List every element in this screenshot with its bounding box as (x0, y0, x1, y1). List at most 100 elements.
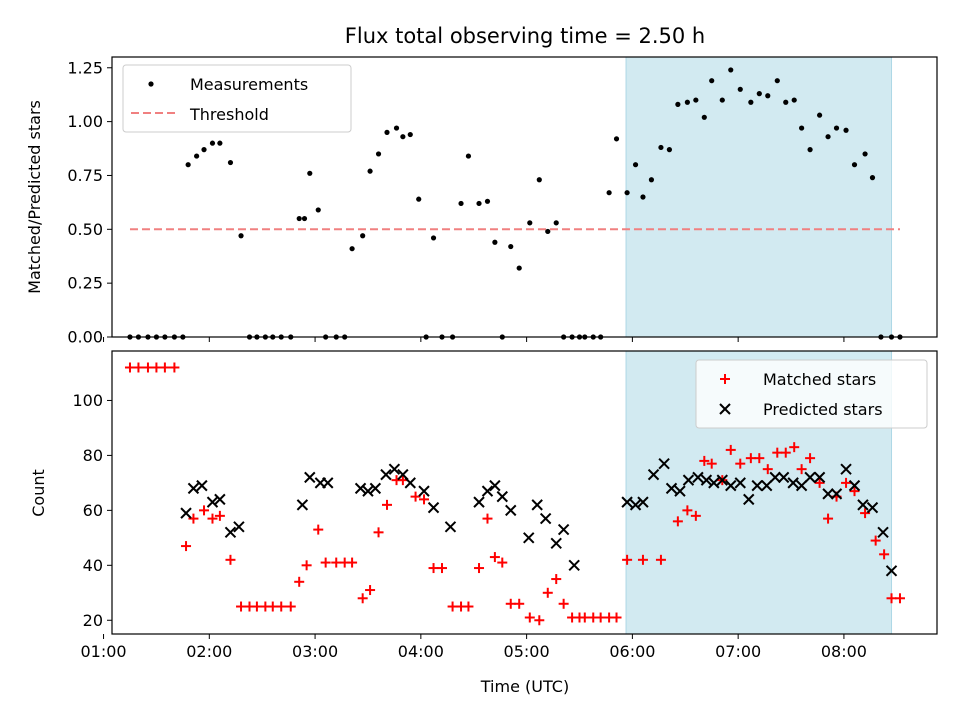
measurement-point (869, 175, 876, 181)
matched-star-point (655, 554, 666, 565)
matched-star-point (428, 563, 439, 574)
matched-star-point (745, 453, 756, 464)
measurement-point (606, 190, 612, 196)
matched-star-point (181, 541, 192, 552)
matched-stars-points (124, 362, 905, 626)
matched-star-point (489, 552, 500, 563)
predicted-star-point (489, 479, 501, 492)
matched-star-point (849, 486, 860, 497)
matched-star-point (886, 593, 897, 604)
matched-star-point (699, 455, 710, 466)
matched-star-point (124, 362, 135, 373)
matched-star-point (285, 601, 296, 612)
measurement-point (209, 140, 216, 146)
predicted-star-point (380, 468, 392, 481)
measurement-point (227, 159, 234, 166)
matched-star-point (320, 557, 331, 568)
matched-star-point (207, 513, 218, 524)
measurement-point (545, 228, 551, 235)
matched-star-point (879, 549, 890, 560)
predicted-star-point (621, 496, 633, 508)
matched-star-point (474, 563, 485, 574)
measurement-point (484, 198, 491, 204)
matched-star-point (514, 598, 525, 609)
predicted-star-point (539, 512, 552, 525)
matched-star-point (841, 477, 852, 488)
predicted-star-point (761, 479, 773, 492)
matched-star-point (780, 447, 791, 458)
predicted-star-point (877, 526, 889, 539)
measurement-point (508, 243, 514, 250)
figure-title: Flux total observing time = 2.50 h (345, 24, 705, 48)
y-tick-label: 80 (83, 446, 103, 465)
measurement-point (799, 125, 805, 131)
predicted-star-point (813, 471, 826, 484)
predicted-star-point (795, 479, 808, 492)
matched-star-point (789, 442, 800, 453)
predicted-star-point (787, 477, 799, 489)
matched-star-point (611, 612, 622, 623)
measurement-point (701, 114, 707, 120)
matched-star-point (236, 601, 247, 612)
measurement-point (825, 134, 831, 140)
matched-star-point (159, 362, 170, 373)
matched-star-point (463, 601, 474, 612)
predicted-star-point (700, 474, 713, 486)
predicted-star-point (180, 507, 192, 519)
measurement-point (774, 78, 780, 84)
matched-star-point (542, 587, 553, 598)
predicted-star-point (304, 471, 316, 484)
measurement-point (492, 239, 498, 245)
predicted-star-point (665, 482, 678, 495)
matched-star-point (497, 557, 508, 568)
matched-star-point (276, 601, 287, 612)
matched-star-point (447, 601, 458, 612)
measurement-point (367, 168, 373, 174)
predicted-star-point (743, 493, 755, 506)
predicted-star-point (233, 521, 245, 533)
matched-star-point (534, 615, 545, 626)
predicted-star-point (523, 532, 535, 544)
matched-star-point (814, 477, 825, 488)
matched-star-point (754, 453, 765, 464)
measurement-point (719, 97, 725, 103)
legend-predicted-marker (719, 403, 731, 415)
predicted-star-point (725, 479, 737, 492)
measurement-point (430, 235, 437, 241)
x-tick-label: 04:00 (398, 642, 444, 661)
matched-star-point (133, 362, 144, 373)
matched-star-point (725, 444, 736, 455)
measurement-point (728, 67, 734, 73)
matched-star-point (706, 458, 717, 469)
predicted-star-point (804, 471, 816, 484)
y-tick-label: 40 (83, 556, 103, 575)
predicted-star-point (716, 474, 728, 486)
measurement-point (756, 91, 762, 97)
predicted-star-point (692, 471, 704, 484)
measurements-points (127, 67, 903, 340)
measurement-point (201, 147, 207, 153)
matched-star-point (313, 524, 324, 535)
matched-star-point (860, 508, 871, 519)
y-tick-label: 1.25 (67, 58, 103, 77)
predicted-star-point (637, 496, 649, 508)
shaded-span (626, 57, 892, 337)
y-tick-label: 0.50 (67, 220, 103, 239)
predicted-star-point (708, 477, 720, 489)
measurement-point (360, 233, 366, 239)
predicted-star-point (777, 471, 790, 484)
measurement-point (666, 147, 673, 153)
predicted-star-point (557, 523, 570, 536)
measurement-point (393, 125, 400, 131)
predicted-star-point (734, 477, 746, 489)
top-legend-box (122, 64, 352, 133)
matched-star-point (347, 557, 358, 568)
measurement-point (632, 162, 639, 168)
measurement-point (843, 127, 849, 133)
matched-star-point (823, 513, 834, 524)
predicted-star-point (296, 499, 309, 511)
measurement-point (416, 196, 422, 202)
measurement-point (384, 129, 390, 135)
measurement-point (640, 194, 646, 200)
